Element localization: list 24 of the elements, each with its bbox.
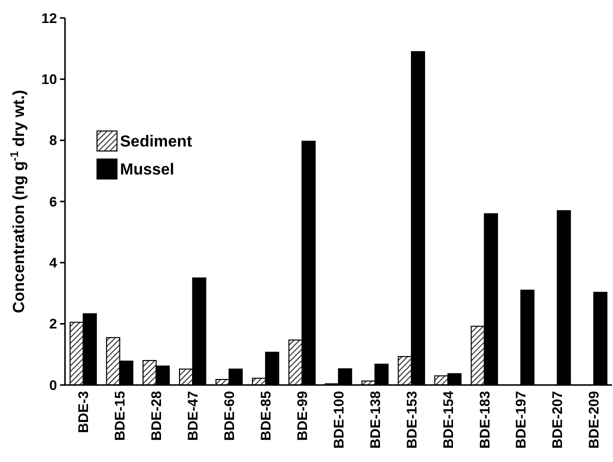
x-tick-label: BDE-154 — [440, 390, 456, 449]
x-tick-label: BDE-153 — [403, 390, 420, 449]
x-tick-label: BDE-138 — [366, 390, 383, 449]
x-tick-label: BDE-100 — [330, 390, 346, 449]
x-tick-label: BDE-197 — [512, 390, 529, 449]
legend-label: Mussel — [120, 162, 174, 179]
y-tick-label: 2 — [49, 316, 58, 332]
y-tick-label: 10 — [41, 71, 58, 88]
y-tick-label: 12 — [41, 10, 58, 26]
x-tick-label: BDE-60 — [221, 390, 237, 441]
x-tick-label: BDE-85 — [257, 390, 274, 441]
x-tick-label: BDE-99 — [294, 390, 310, 441]
x-tick-label: BDE-3 — [75, 390, 92, 434]
x-tick-label: BDE-15 — [112, 390, 128, 441]
legend-label: Sediment — [120, 134, 193, 151]
y-tick-label: 8 — [49, 132, 58, 148]
x-tick-label: BDE-209 — [586, 390, 602, 449]
y-tick-label: 6 — [49, 193, 58, 210]
y-tick-label: 0 — [49, 376, 58, 393]
x-tick-label: BDE-28 — [148, 390, 164, 441]
y-tick-label: 4 — [49, 254, 58, 271]
x-tick-label: BDE-207 — [549, 390, 566, 449]
x-tick-label: BDE-183 — [476, 390, 492, 449]
x-tick-label: BDE-47 — [184, 390, 201, 441]
